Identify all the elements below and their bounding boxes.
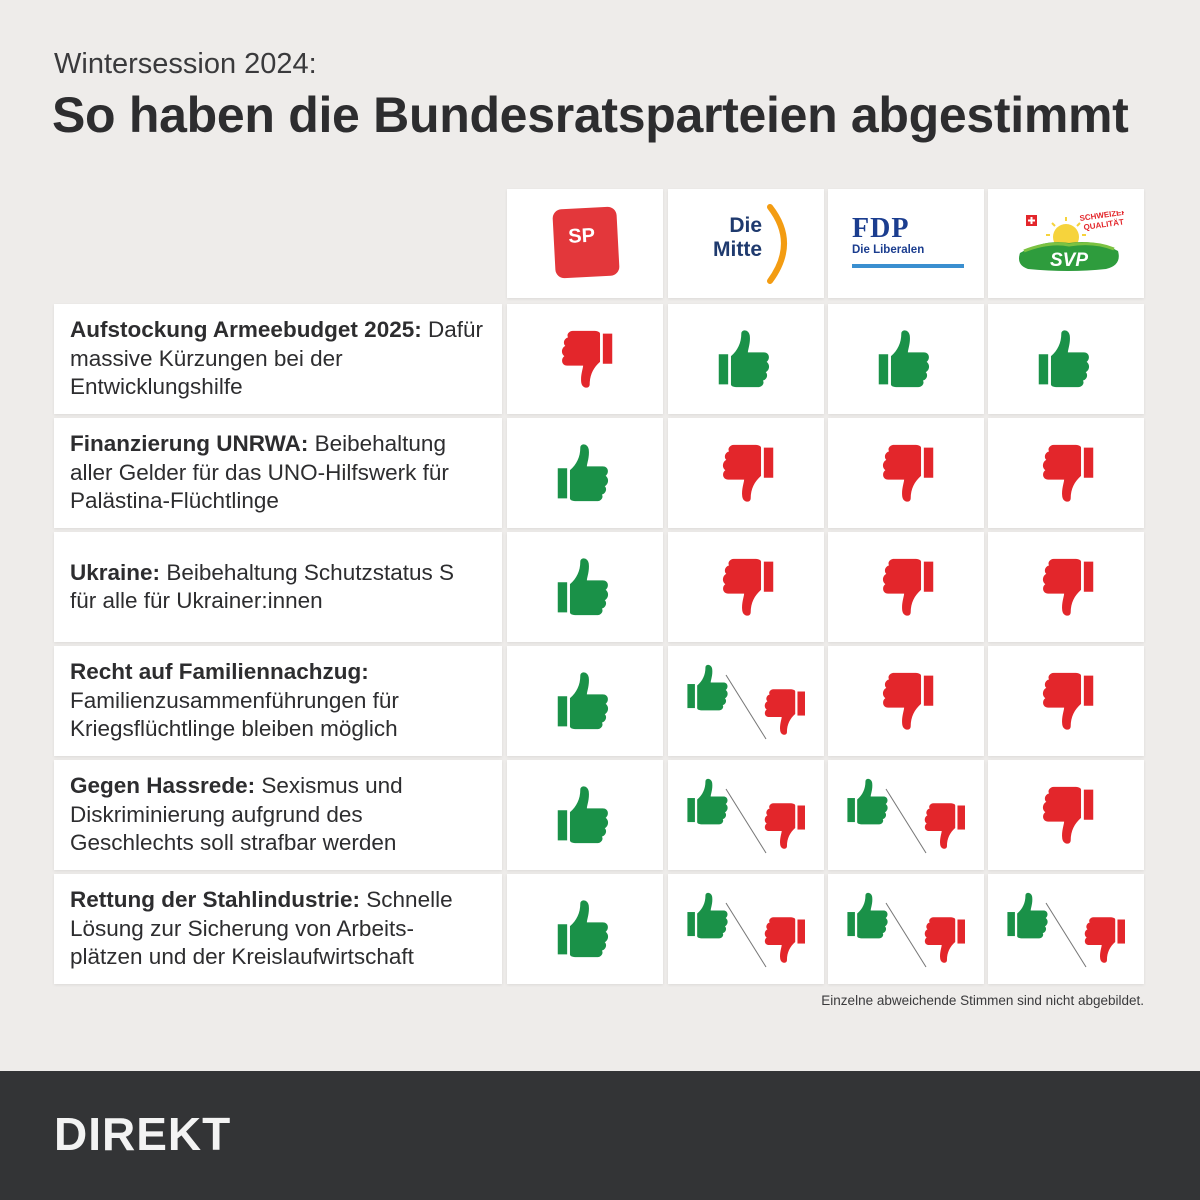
sp-logo: SP — [552, 206, 620, 279]
thumbs-down-icon — [924, 803, 965, 849]
party-svp-header: SCHWEIZER QUALITÄT SVP — [988, 189, 1144, 298]
thumbs-down-icon — [924, 917, 965, 963]
footer: DIREKT — [0, 1071, 1200, 1200]
thumbs-up-icon — [557, 558, 609, 616]
vote-cell — [507, 304, 663, 414]
vote-cell — [988, 874, 1144, 984]
vote-cell — [988, 304, 1144, 414]
thumbs-up-icon — [847, 778, 888, 825]
vote-cell — [668, 646, 824, 756]
thumbs-down-icon — [1042, 786, 1094, 844]
row-label: Recht auf Familiennachzug: Familienzusam… — [54, 646, 502, 756]
vote-cell — [988, 646, 1144, 756]
thumbs-up-icon — [878, 330, 930, 388]
split-vote — [1006, 887, 1126, 971]
svp-logo: SCHWEIZER QUALITÄT SVP — [1019, 211, 1124, 271]
vote-cell — [988, 532, 1144, 642]
slash-divider — [885, 902, 927, 968]
row-label: Ukraine: Beibehaltung Schutzstatus S für… — [54, 532, 502, 642]
thumbs-down-icon — [764, 689, 805, 735]
vote-cell — [507, 760, 663, 870]
slash-divider — [1045, 902, 1087, 968]
subtitle: Wintersession 2024: — [54, 48, 317, 80]
row-label: Gegen Hassrede: Sexismus und Diskriminie… — [54, 760, 502, 870]
split-vote — [846, 887, 966, 971]
vote-cell — [668, 532, 824, 642]
slash-divider — [885, 788, 927, 854]
split-vote — [686, 659, 806, 743]
row-label: Finanzierung UNRWA: Beibehaltung aller G… — [54, 418, 502, 528]
row-label: Aufstockung Armeebudget 2025: Dafür mass… — [54, 304, 502, 414]
thumbs-down-icon — [1084, 917, 1125, 963]
row-label: Rettung der Stahlindustrie: Schnelle Lös… — [54, 874, 502, 984]
thumbs-down-icon — [882, 558, 934, 616]
thumbs-down-icon — [722, 558, 774, 616]
thumbs-up-icon — [687, 892, 728, 939]
thumbs-down-icon — [764, 803, 805, 849]
svg-text:SVP: SVP — [1050, 250, 1088, 271]
fdp-subtitle: Die Liberalen — [852, 244, 925, 256]
mitte-logo: Die Mitte — [713, 214, 762, 261]
vote-cell — [507, 646, 663, 756]
split-vote — [686, 773, 806, 857]
thumbs-up-icon — [557, 900, 609, 958]
page-title: So haben die Bundesratsparteien abgestim… — [52, 87, 1129, 143]
vote-cell — [828, 304, 984, 414]
vote-cell — [507, 532, 663, 642]
thumbs-down-icon — [882, 672, 934, 730]
vote-cell — [988, 418, 1144, 528]
vote-cell — [828, 874, 984, 984]
thumbs-up-icon — [687, 778, 728, 825]
slash-divider — [725, 788, 767, 854]
party-fdp-header: FDP Die Liberalen — [828, 189, 984, 298]
footnote: Einzelne abweichende Stimmen sind nicht … — [821, 993, 1144, 1008]
thumbs-up-icon — [557, 672, 609, 730]
party-sp-header: SP — [507, 189, 663, 298]
vote-cell — [507, 418, 663, 528]
thumbs-up-icon — [718, 330, 770, 388]
vote-cell — [668, 304, 824, 414]
thumbs-up-icon — [557, 444, 609, 502]
thumbs-up-icon — [687, 664, 728, 711]
slash-divider — [725, 902, 767, 968]
vote-cell — [988, 760, 1144, 870]
mitte-arc-icon — [767, 204, 787, 284]
thumbs-up-icon — [557, 786, 609, 844]
vote-cell — [668, 874, 824, 984]
fdp-underline — [852, 264, 964, 268]
thumbs-down-icon — [764, 917, 805, 963]
vote-cell — [828, 760, 984, 870]
vote-cell — [828, 532, 984, 642]
thumbs-up-icon — [1038, 330, 1090, 388]
thumbs-up-icon — [847, 892, 888, 939]
brand-logo: DIREKT — [54, 1108, 232, 1160]
thumbs-down-icon — [882, 444, 934, 502]
thumbs-down-icon — [1042, 672, 1094, 730]
vote-cell — [668, 418, 824, 528]
thumbs-down-icon — [1042, 444, 1094, 502]
vote-cell — [507, 874, 663, 984]
thumbs-down-icon — [1042, 558, 1094, 616]
thumbs-down-icon — [561, 330, 613, 388]
thumbs-up-icon — [1007, 892, 1048, 939]
vote-cell — [828, 646, 984, 756]
vote-cell — [828, 418, 984, 528]
slash-divider — [725, 674, 767, 740]
split-vote — [686, 887, 806, 971]
split-vote — [846, 773, 966, 857]
fdp-logo: FDP — [852, 213, 910, 244]
svg-text:SCHWEIZER: SCHWEIZER — [1079, 211, 1124, 223]
party-mitte-header: Die Mitte — [668, 189, 824, 298]
vote-cell — [668, 760, 824, 870]
thumbs-down-icon — [722, 444, 774, 502]
